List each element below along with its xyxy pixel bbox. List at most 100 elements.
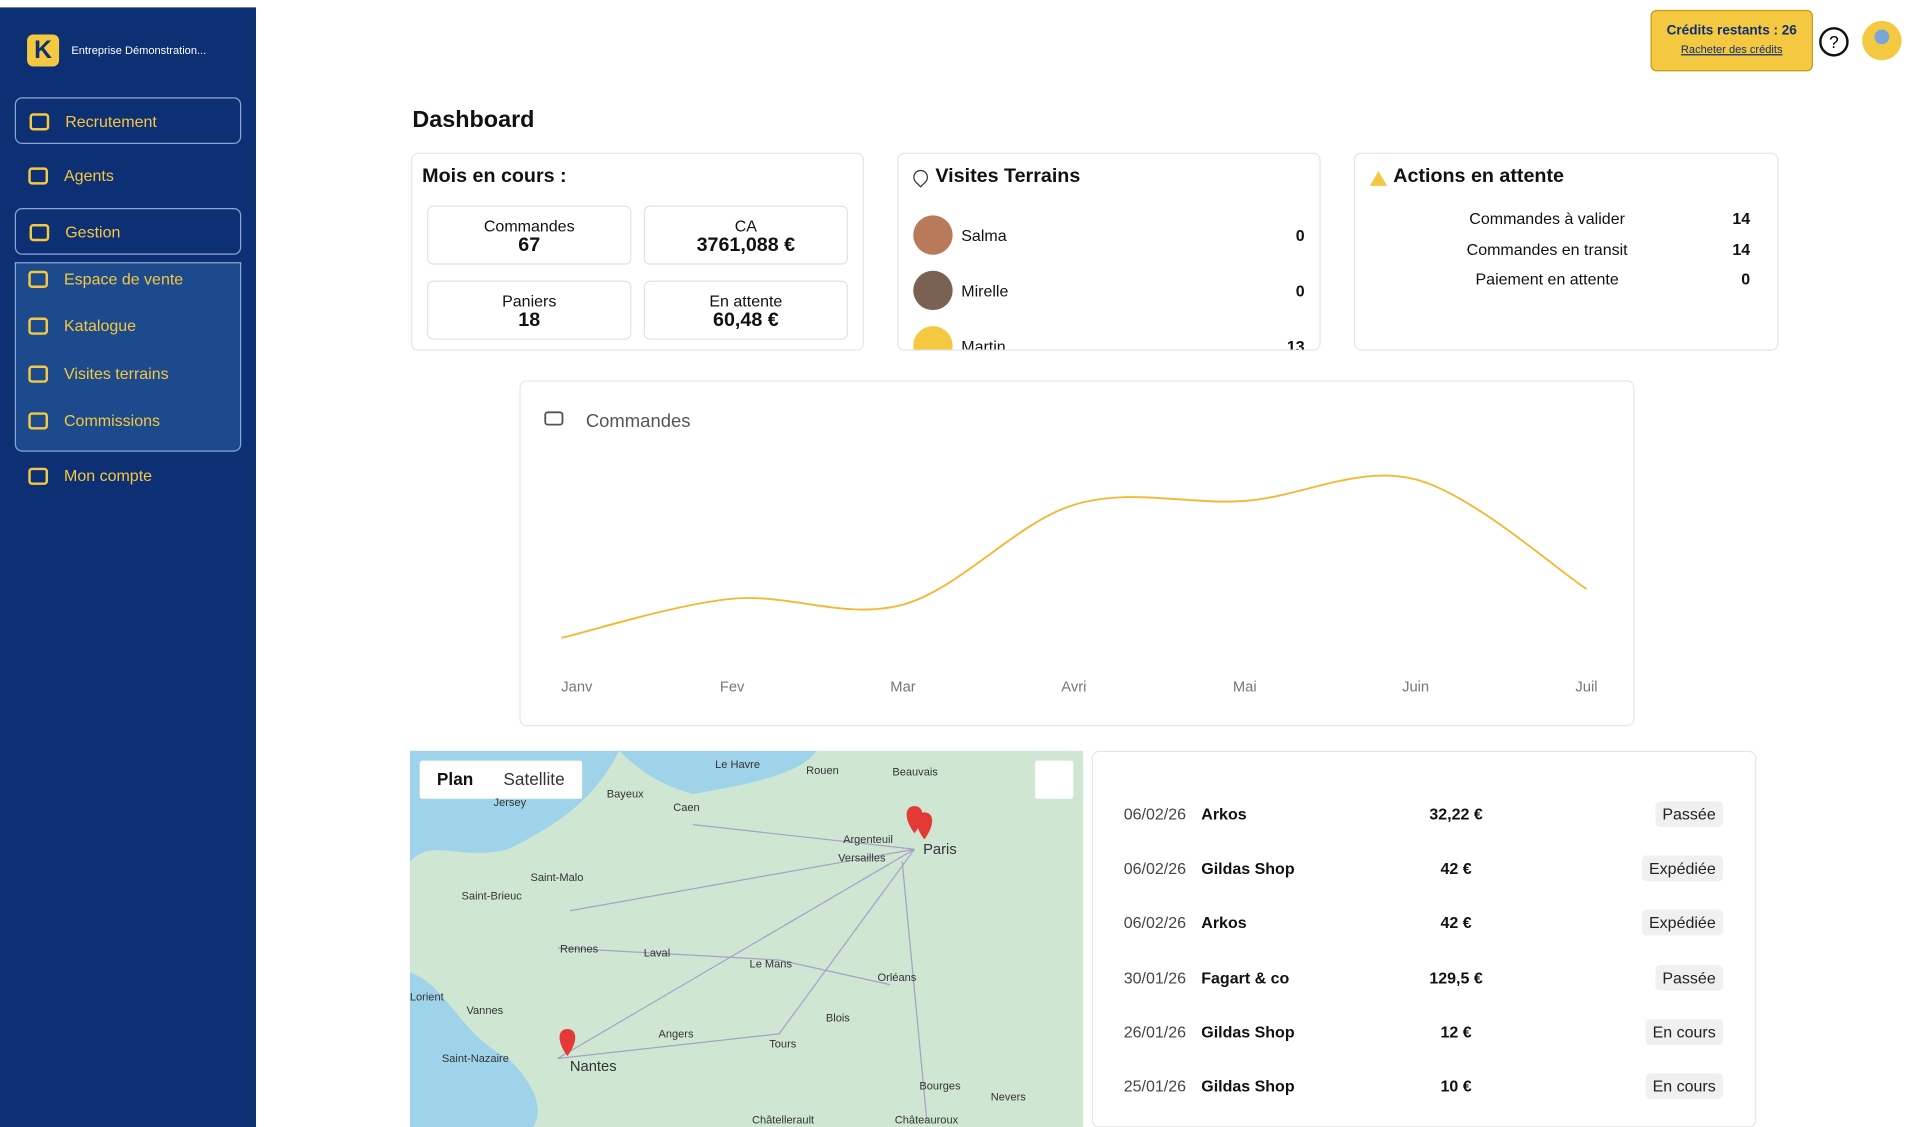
sea: [619, 750, 817, 794]
agent-name: Mirelle: [961, 281, 1009, 301]
map-place: Le Havre: [715, 759, 760, 771]
line: [561, 474, 1588, 639]
x-tick-label: Juil: [1575, 680, 1597, 696]
nav-item[interactable]: Gestion: [14, 208, 242, 255]
stat-label: Commandes: [483, 216, 575, 236]
order-amount: 129,5 €: [1429, 968, 1483, 987]
avatar[interactable]: [1862, 20, 1902, 61]
action-count: 14: [1732, 209, 1751, 228]
order-date: 06/02/26: [1123, 804, 1187, 824]
map-button: Satellite: [503, 769, 564, 789]
help-button[interactable]: ?: [1819, 27, 1849, 57]
map-place: Nevers: [991, 1091, 1027, 1103]
fullscreen-button[interactable]: [1035, 760, 1074, 799]
map-place: Blois: [826, 1013, 850, 1025]
credits-box[interactable]: Crédits restants : 26 Racheter des crédi…: [1650, 9, 1813, 72]
map-place: Saint-Malo: [530, 872, 583, 884]
map-canvas[interactable]: Plan Satellite Le Havre Rouen Beauvais Jersey…: [409, 750, 1083, 1127]
nav-icon: [28, 167, 49, 185]
card-title: Mois en cours :: [422, 166, 567, 188]
order-status: Expédiée: [1641, 910, 1724, 936]
stat-label: Paniers: [502, 291, 557, 311]
stat-box: Commandes 67: [427, 205, 632, 265]
x-tick-label: Fev: [720, 680, 745, 696]
nav-icon: [28, 317, 49, 335]
agent-avatar: [913, 326, 953, 350]
x-tick-label: Juin: [1402, 680, 1429, 696]
order-status: Expédiée: [1641, 855, 1724, 882]
map-place: Rennes: [560, 944, 599, 956]
page-title: Dashboard: [412, 107, 535, 133]
action-label: Paiement en attente: [1475, 269, 1619, 289]
order-client: Gildas Shop: [1201, 1022, 1295, 1042]
map-place: Caen: [673, 802, 699, 814]
order-date: 06/02/26: [1123, 859, 1187, 878]
visits-card: Visites Terrains Salma 0 Mirelle 0 Martin 13: [897, 152, 1321, 351]
agent-count: 0: [1295, 226, 1305, 245]
agent-name: Martin: [961, 337, 1006, 351]
sea: [409, 972, 538, 1127]
stat-label: CA: [734, 216, 757, 236]
nav-item[interactable]: Visites terrains: [15, 351, 241, 398]
order-status: Passée: [1654, 964, 1724, 991]
card-title: Actions en attente: [1393, 166, 1564, 188]
order-client: Arkos: [1201, 804, 1247, 824]
map-place: Bourges: [919, 1080, 961, 1092]
map-place: Rouen: [806, 765, 839, 777]
chart-card: Commandes Janv Fev Mar Avri Mai Juin Juil: [519, 380, 1635, 727]
nav-item[interactable]: Agents: [15, 153, 241, 200]
nav-item[interactable]: Katalogue: [15, 303, 241, 350]
order-amount: 42 €: [1440, 913, 1472, 933]
map-place: Châteauroux: [895, 1115, 959, 1127]
map-place: Saint-Brieuc: [462, 891, 523, 903]
stat-value: 60,48 €: [712, 310, 779, 332]
map-place: Nantes: [570, 1059, 617, 1075]
order-date: 26/01/26: [1123, 1022, 1187, 1042]
x-tick-label: Avri: [1061, 680, 1086, 696]
nav-item[interactable]: Espace de vente: [15, 256, 241, 303]
agent-avatar: [913, 270, 953, 311]
truck-icon: [544, 411, 564, 426]
nav-icon: [29, 113, 50, 131]
map-type-control: [419, 760, 583, 799]
action-label: Commandes à valider: [1469, 209, 1625, 228]
agent-avatar: [913, 215, 953, 255]
company-name: Entreprise Démonstration...: [71, 44, 207, 57]
order-date: 06/02/26: [1123, 913, 1187, 933]
agent-count: 13: [1286, 337, 1305, 351]
nav-item[interactable]: Recrutement: [14, 97, 242, 145]
sidebar: K Entreprise Démonstration... Recrutemen…: [0, 7, 257, 1127]
map-place: Le Mans: [750, 958, 793, 970]
buy-credits[interactable]: Racheter des crédits: [1680, 43, 1783, 56]
stat-label: En attente: [709, 291, 783, 311]
logo: K: [27, 34, 60, 67]
line-chart: Commandes Janv Fev Mar Avri Mai Juin Juil: [544, 410, 1598, 696]
map[interactable]: Plan Satellite Le Havre Rouen Beauvais Jersey…: [409, 750, 1084, 1127]
x-tick-label: Mai: [1233, 680, 1257, 696]
order-amount: 10 €: [1440, 1076, 1472, 1096]
nav-icon: [28, 412, 49, 430]
order-client: Fagart & co: [1201, 968, 1290, 987]
pin-icon: [910, 166, 932, 188]
nav-item[interactable]: Commissions: [15, 398, 241, 445]
order-client: Gildas Shop: [1201, 1076, 1295, 1096]
order-client: Arkos: [1201, 913, 1247, 933]
nav-item[interactable]: Mon compte: [15, 453, 241, 500]
map-place: Paris: [923, 842, 957, 858]
order-client: Gildas Shop: [1201, 859, 1295, 878]
order-date: 30/01/26: [1123, 968, 1187, 987]
map-place: Saint-Nazaire: [442, 1053, 509, 1065]
warning-icon: [1369, 171, 1388, 186]
map-place: Vannes: [466, 1005, 503, 1017]
month-card: Mois en cours : Commandes 67 CA 3761,088 € P…: [411, 152, 865, 351]
stat-value: 18: [518, 310, 541, 332]
map-place: Beauvais: [892, 766, 938, 778]
order-amount: 32,22 €: [1429, 804, 1483, 824]
submenu: [14, 262, 242, 452]
order-status: En cours: [1645, 1073, 1724, 1100]
map-place: Orléans: [878, 972, 917, 984]
nav-icon: [28, 365, 49, 383]
map-place: Laval: [644, 947, 670, 959]
credits: Crédits restants : 26: [1666, 23, 1797, 39]
